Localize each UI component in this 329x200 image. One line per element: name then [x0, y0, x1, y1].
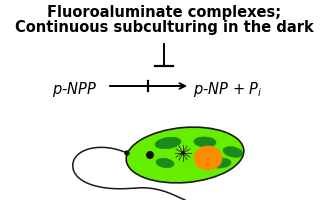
Ellipse shape	[194, 146, 222, 170]
Text: Fluoroaluminate complexes;: Fluoroaluminate complexes;	[47, 5, 281, 20]
Ellipse shape	[156, 158, 174, 168]
Ellipse shape	[194, 137, 216, 147]
Ellipse shape	[125, 151, 129, 155]
Ellipse shape	[182, 152, 184, 154]
Ellipse shape	[146, 151, 154, 159]
Ellipse shape	[126, 127, 244, 183]
Text: $p$-NP + P$_i$: $p$-NP + P$_i$	[193, 80, 263, 99]
Text: $p$-NPP: $p$-NPP	[52, 80, 98, 99]
Ellipse shape	[155, 137, 181, 149]
Ellipse shape	[223, 147, 243, 157]
Ellipse shape	[209, 158, 231, 168]
Text: Continuous subculturing in the dark: Continuous subculturing in the dark	[14, 20, 314, 35]
